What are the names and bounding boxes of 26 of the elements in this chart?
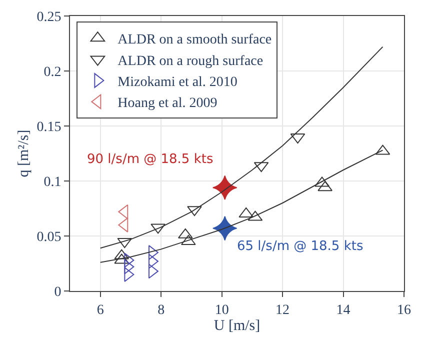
x-tick-label: 8 (158, 302, 165, 318)
y-tick-label: 0.25 (36, 10, 62, 25)
x-axis-title: U [m/s] (214, 318, 260, 334)
x-tick-label: 6 (96, 302, 104, 318)
x-tick-label: 10 (214, 302, 229, 318)
annotation: 65 l/s/m @ 18.5 kts (237, 239, 364, 254)
y-tick-label: 0.2 (44, 64, 62, 80)
y-tick-label: 0 (54, 284, 62, 300)
legend-label: Hoang et al. 2009 (118, 96, 218, 112)
point (212, 216, 238, 241)
y-tick-label: 0.05 (36, 230, 62, 245)
point (314, 176, 330, 187)
annotation: 90 l/s/m @ 18.5 kts (87, 152, 214, 167)
legend-label: ALDR on a smooth surface (118, 32, 272, 48)
legend-label: Mizokami et al. 2010 (118, 74, 238, 90)
x-tick-label: 16 (397, 302, 411, 318)
y-tick-label: 0.15 (36, 120, 62, 135)
y-axis-title: q [m²/s] (16, 130, 32, 178)
x-tick-label: 14 (336, 302, 350, 318)
x-tick-label: 12 (276, 302, 290, 318)
point (148, 245, 158, 260)
point (212, 175, 238, 200)
legend-label: ALDR on a rough surface (118, 54, 264, 69)
point (318, 181, 332, 192)
point (124, 267, 134, 282)
y-tick-label: 0.1 (44, 174, 62, 190)
